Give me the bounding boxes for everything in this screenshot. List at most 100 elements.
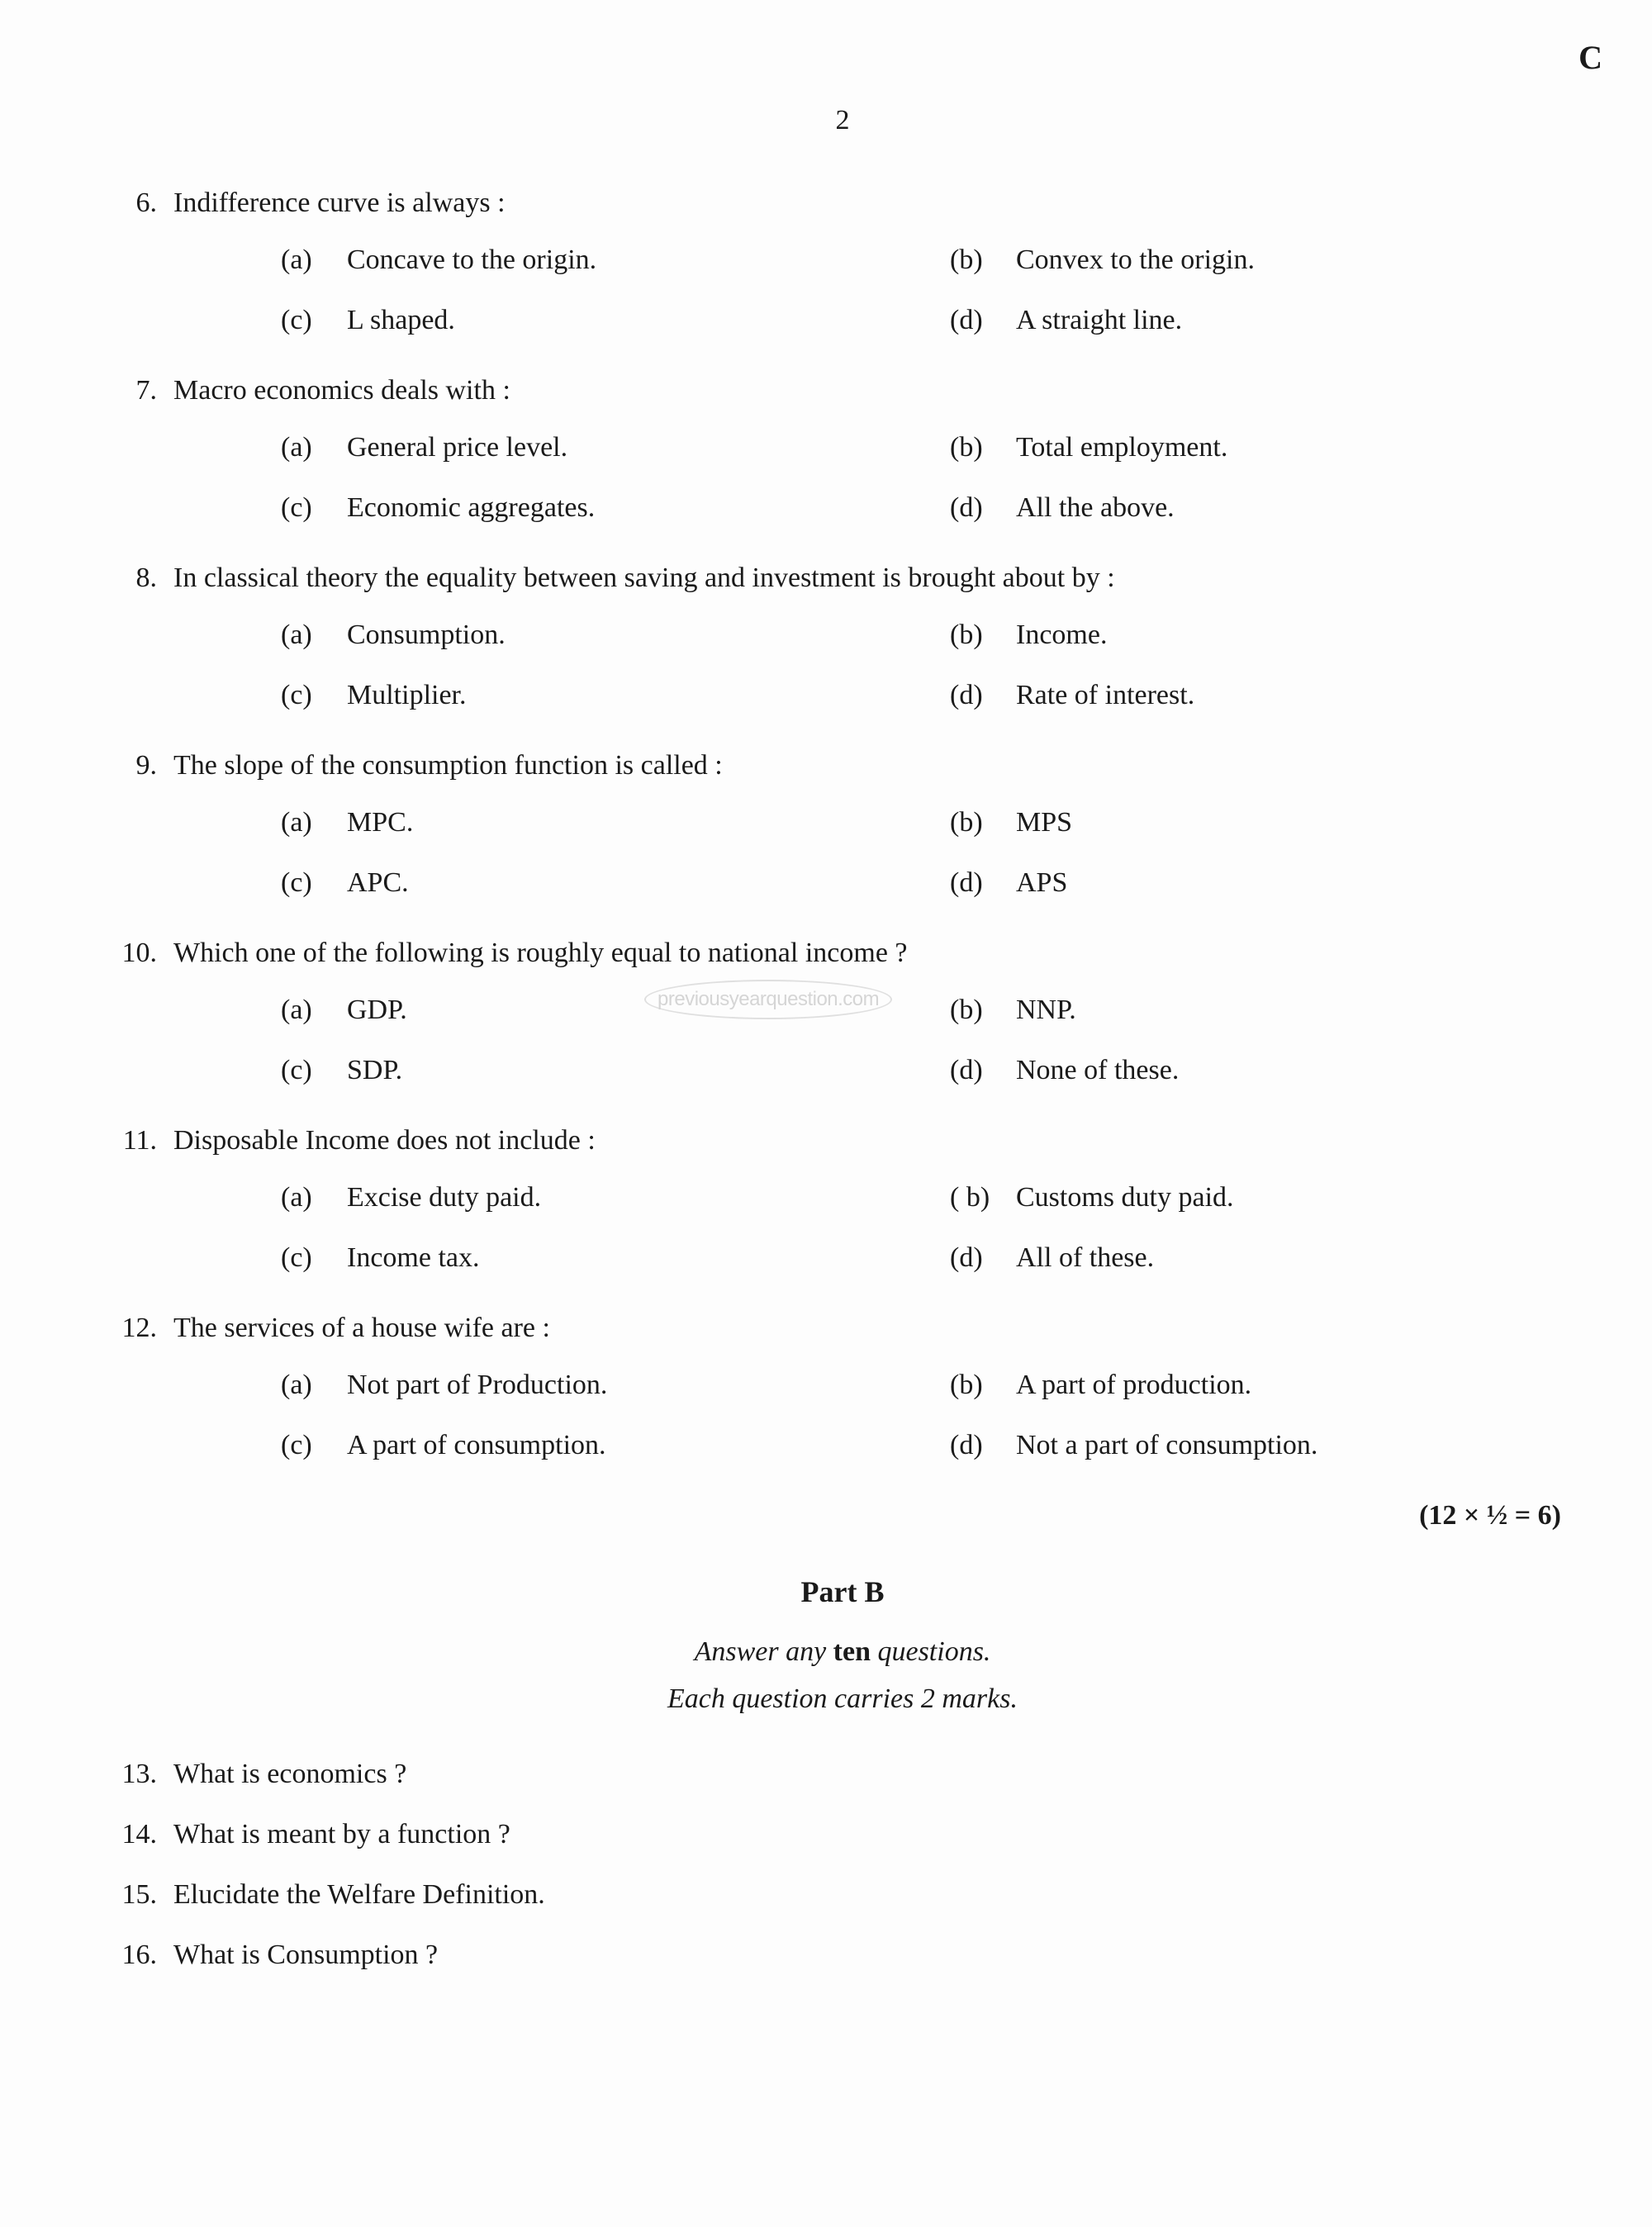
option-label: (d): [950, 1424, 1016, 1466]
question-number: 7.: [116, 369, 173, 411]
option-text: Not a part of consumption.: [1016, 1424, 1569, 1466]
option-text: A part of production.: [1016, 1364, 1569, 1406]
question-text: What is economics ?: [173, 1753, 1569, 1795]
question-number: 16.: [116, 1934, 173, 1976]
option: (c)L shaped.: [281, 299, 900, 341]
question-text: Macro economics deals with :: [173, 369, 1569, 411]
question-number: 11.: [116, 1119, 173, 1161]
question-text: Indifference curve is always :: [173, 182, 1569, 224]
mcq-question: 10.Which one of the following is roughly…: [116, 932, 1569, 1091]
part-b-instruction-1: Answer any ten questions.: [116, 1631, 1569, 1673]
option-label: (d): [950, 1237, 1016, 1279]
option-label: (b): [950, 801, 1016, 843]
option: (d)APS: [950, 862, 1569, 904]
question-number: 15.: [116, 1873, 173, 1916]
option-text: Customs duty paid.: [1016, 1176, 1569, 1218]
option: (b)MPS: [950, 801, 1569, 843]
page-number: 2: [836, 99, 850, 141]
question-text: Which one of the following is roughly eq…: [173, 932, 1569, 974]
option: (c)Economic aggregates.: [281, 487, 900, 529]
option: (a)Excise duty paid.: [281, 1176, 900, 1218]
option: (d)All of these.: [950, 1237, 1569, 1279]
corner-letter: C: [1578, 33, 1602, 83]
option-text: None of these.: [1016, 1049, 1569, 1091]
option: (a)Consumption.: [281, 614, 900, 656]
option-text: Convex to the origin.: [1016, 239, 1569, 281]
watermark: previousyearquestion.com: [644, 980, 892, 1019]
option: (a)General price level.: [281, 426, 900, 468]
option-label: (c): [281, 299, 347, 341]
instr-prefix: Answer any: [695, 1636, 833, 1667]
option: (c)SDP.: [281, 1049, 900, 1091]
question-text: The slope of the consumption function is…: [173, 744, 1569, 786]
option-label: (b): [950, 989, 1016, 1031]
instr-suffix: questions.: [871, 1636, 990, 1667]
option-text: APC.: [347, 862, 900, 904]
option-text: Excise duty paid.: [347, 1176, 900, 1218]
option: (d)A straight line.: [950, 299, 1569, 341]
option-text: MPC.: [347, 801, 900, 843]
option-label: (a): [281, 801, 347, 843]
mcq-question: 12.The services of a house wife are : (a)…: [116, 1307, 1569, 1466]
question-number: 6.: [116, 182, 173, 224]
option-label: (c): [281, 1237, 347, 1279]
option-label: (b): [950, 426, 1016, 468]
question-number: 14.: [116, 1813, 173, 1855]
option: (c)Multiplier.: [281, 674, 900, 716]
short-question: 13.What is economics ?: [116, 1753, 1569, 1795]
question-text: Disposable Income does not include :: [173, 1119, 1569, 1161]
option: (c)APC.: [281, 862, 900, 904]
option-text: Economic aggregates.: [347, 487, 900, 529]
option-label: (d): [950, 862, 1016, 904]
option-text: Consumption.: [347, 614, 900, 656]
instr-bold: ten: [833, 1636, 871, 1667]
mcq-question: 7.Macro economics deals with : (a)General…: [116, 369, 1569, 529]
question-number: 13.: [116, 1753, 173, 1795]
option-label: (d): [950, 1049, 1016, 1091]
option-label: (b): [950, 239, 1016, 281]
option: (b)Income.: [950, 614, 1569, 656]
option-label: (a): [281, 239, 347, 281]
option-label: (a): [281, 426, 347, 468]
mcq-question: 6.Indifference curve is always : (a)Conca…: [116, 182, 1569, 341]
option-label: (c): [281, 862, 347, 904]
option-text: Concave to the origin.: [347, 239, 900, 281]
option-label: (a): [281, 1176, 347, 1218]
question-text: Elucidate the Welfare Definition.: [173, 1873, 1569, 1916]
question-text: What is Consumption ?: [173, 1934, 1569, 1976]
question-number: 9.: [116, 744, 173, 786]
question-text: The services of a house wife are :: [173, 1307, 1569, 1349]
option-text: General price level.: [347, 426, 900, 468]
option: (a)MPC.: [281, 801, 900, 843]
option-text: A part of consumption.: [347, 1424, 900, 1466]
short-question: 16.What is Consumption ?: [116, 1934, 1569, 1976]
option-label: (c): [281, 674, 347, 716]
option: (a)Not part of Production.: [281, 1364, 900, 1406]
mcq-question: 8.In classical theory the equality betwe…: [116, 557, 1569, 716]
option-label: (c): [281, 1049, 347, 1091]
part-b-title: Part B: [116, 1569, 1569, 1614]
option: (a)Concave to the origin.: [281, 239, 900, 281]
short-question: 15.Elucidate the Welfare Definition.: [116, 1873, 1569, 1916]
option: (b)NNP.: [950, 989, 1569, 1031]
option-text: Rate of interest.: [1016, 674, 1569, 716]
marks-scheme: (12 × ½ = 6): [116, 1494, 1569, 1536]
option-text: All of these.: [1016, 1237, 1569, 1279]
option: (d)Not a part of consumption.: [950, 1424, 1569, 1466]
option-label: (b): [950, 614, 1016, 656]
option-text: Income tax.: [347, 1237, 900, 1279]
question-number: 12.: [116, 1307, 173, 1349]
question-number: 10.: [116, 932, 173, 974]
option-text: Not part of Production.: [347, 1364, 900, 1406]
part-b-instruction-2: Each question carries 2 marks.: [116, 1678, 1569, 1720]
option-text: All the above.: [1016, 487, 1569, 529]
mcq-question: 9.The slope of the consumption function …: [116, 744, 1569, 904]
option-text: L shaped.: [347, 299, 900, 341]
option-label: ( b): [950, 1176, 1016, 1218]
question-number: 8.: [116, 557, 173, 599]
option-text: MPS: [1016, 801, 1569, 843]
option: (d)Rate of interest.: [950, 674, 1569, 716]
option-text: APS: [1016, 862, 1569, 904]
option-text: A straight line.: [1016, 299, 1569, 341]
option-label: (d): [950, 487, 1016, 529]
